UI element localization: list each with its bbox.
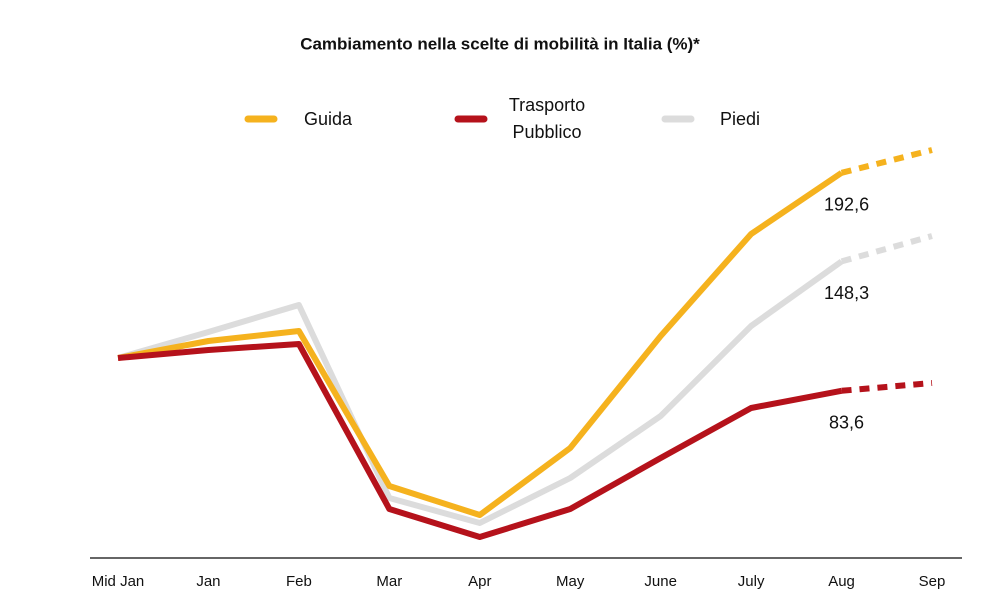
x-tick-label: May (556, 573, 585, 590)
x-tick-label: Apr (468, 573, 491, 590)
series-line (117, 170, 844, 518)
x-tick-label: Mar (376, 573, 402, 590)
legend-label: Trasporto Pubblico (508, 95, 586, 142)
legend-label: Guida (303, 108, 353, 129)
x-tick-label: June (644, 573, 677, 590)
projection-line (840, 233, 933, 265)
chart-title: Cambiamento nella scelte di mobilità in … (300, 34, 700, 53)
data-label: 83,6 (829, 413, 864, 433)
x-tick-label: July (738, 573, 765, 590)
projection-line (840, 147, 933, 176)
x-tick-label: Feb (286, 573, 312, 590)
x-tick-label: Aug (828, 573, 855, 590)
series-line (117, 341, 843, 540)
projection-line (841, 380, 933, 394)
legend-label: Piedi (719, 108, 761, 129)
series-line (117, 258, 844, 526)
data-label: 148,3 (824, 283, 869, 303)
x-tick-label: Jan (196, 573, 220, 590)
x-tick-label: Mid Jan (92, 573, 145, 590)
data-label: 192,6 (824, 195, 869, 215)
x-tick-label: Sep (919, 573, 946, 590)
